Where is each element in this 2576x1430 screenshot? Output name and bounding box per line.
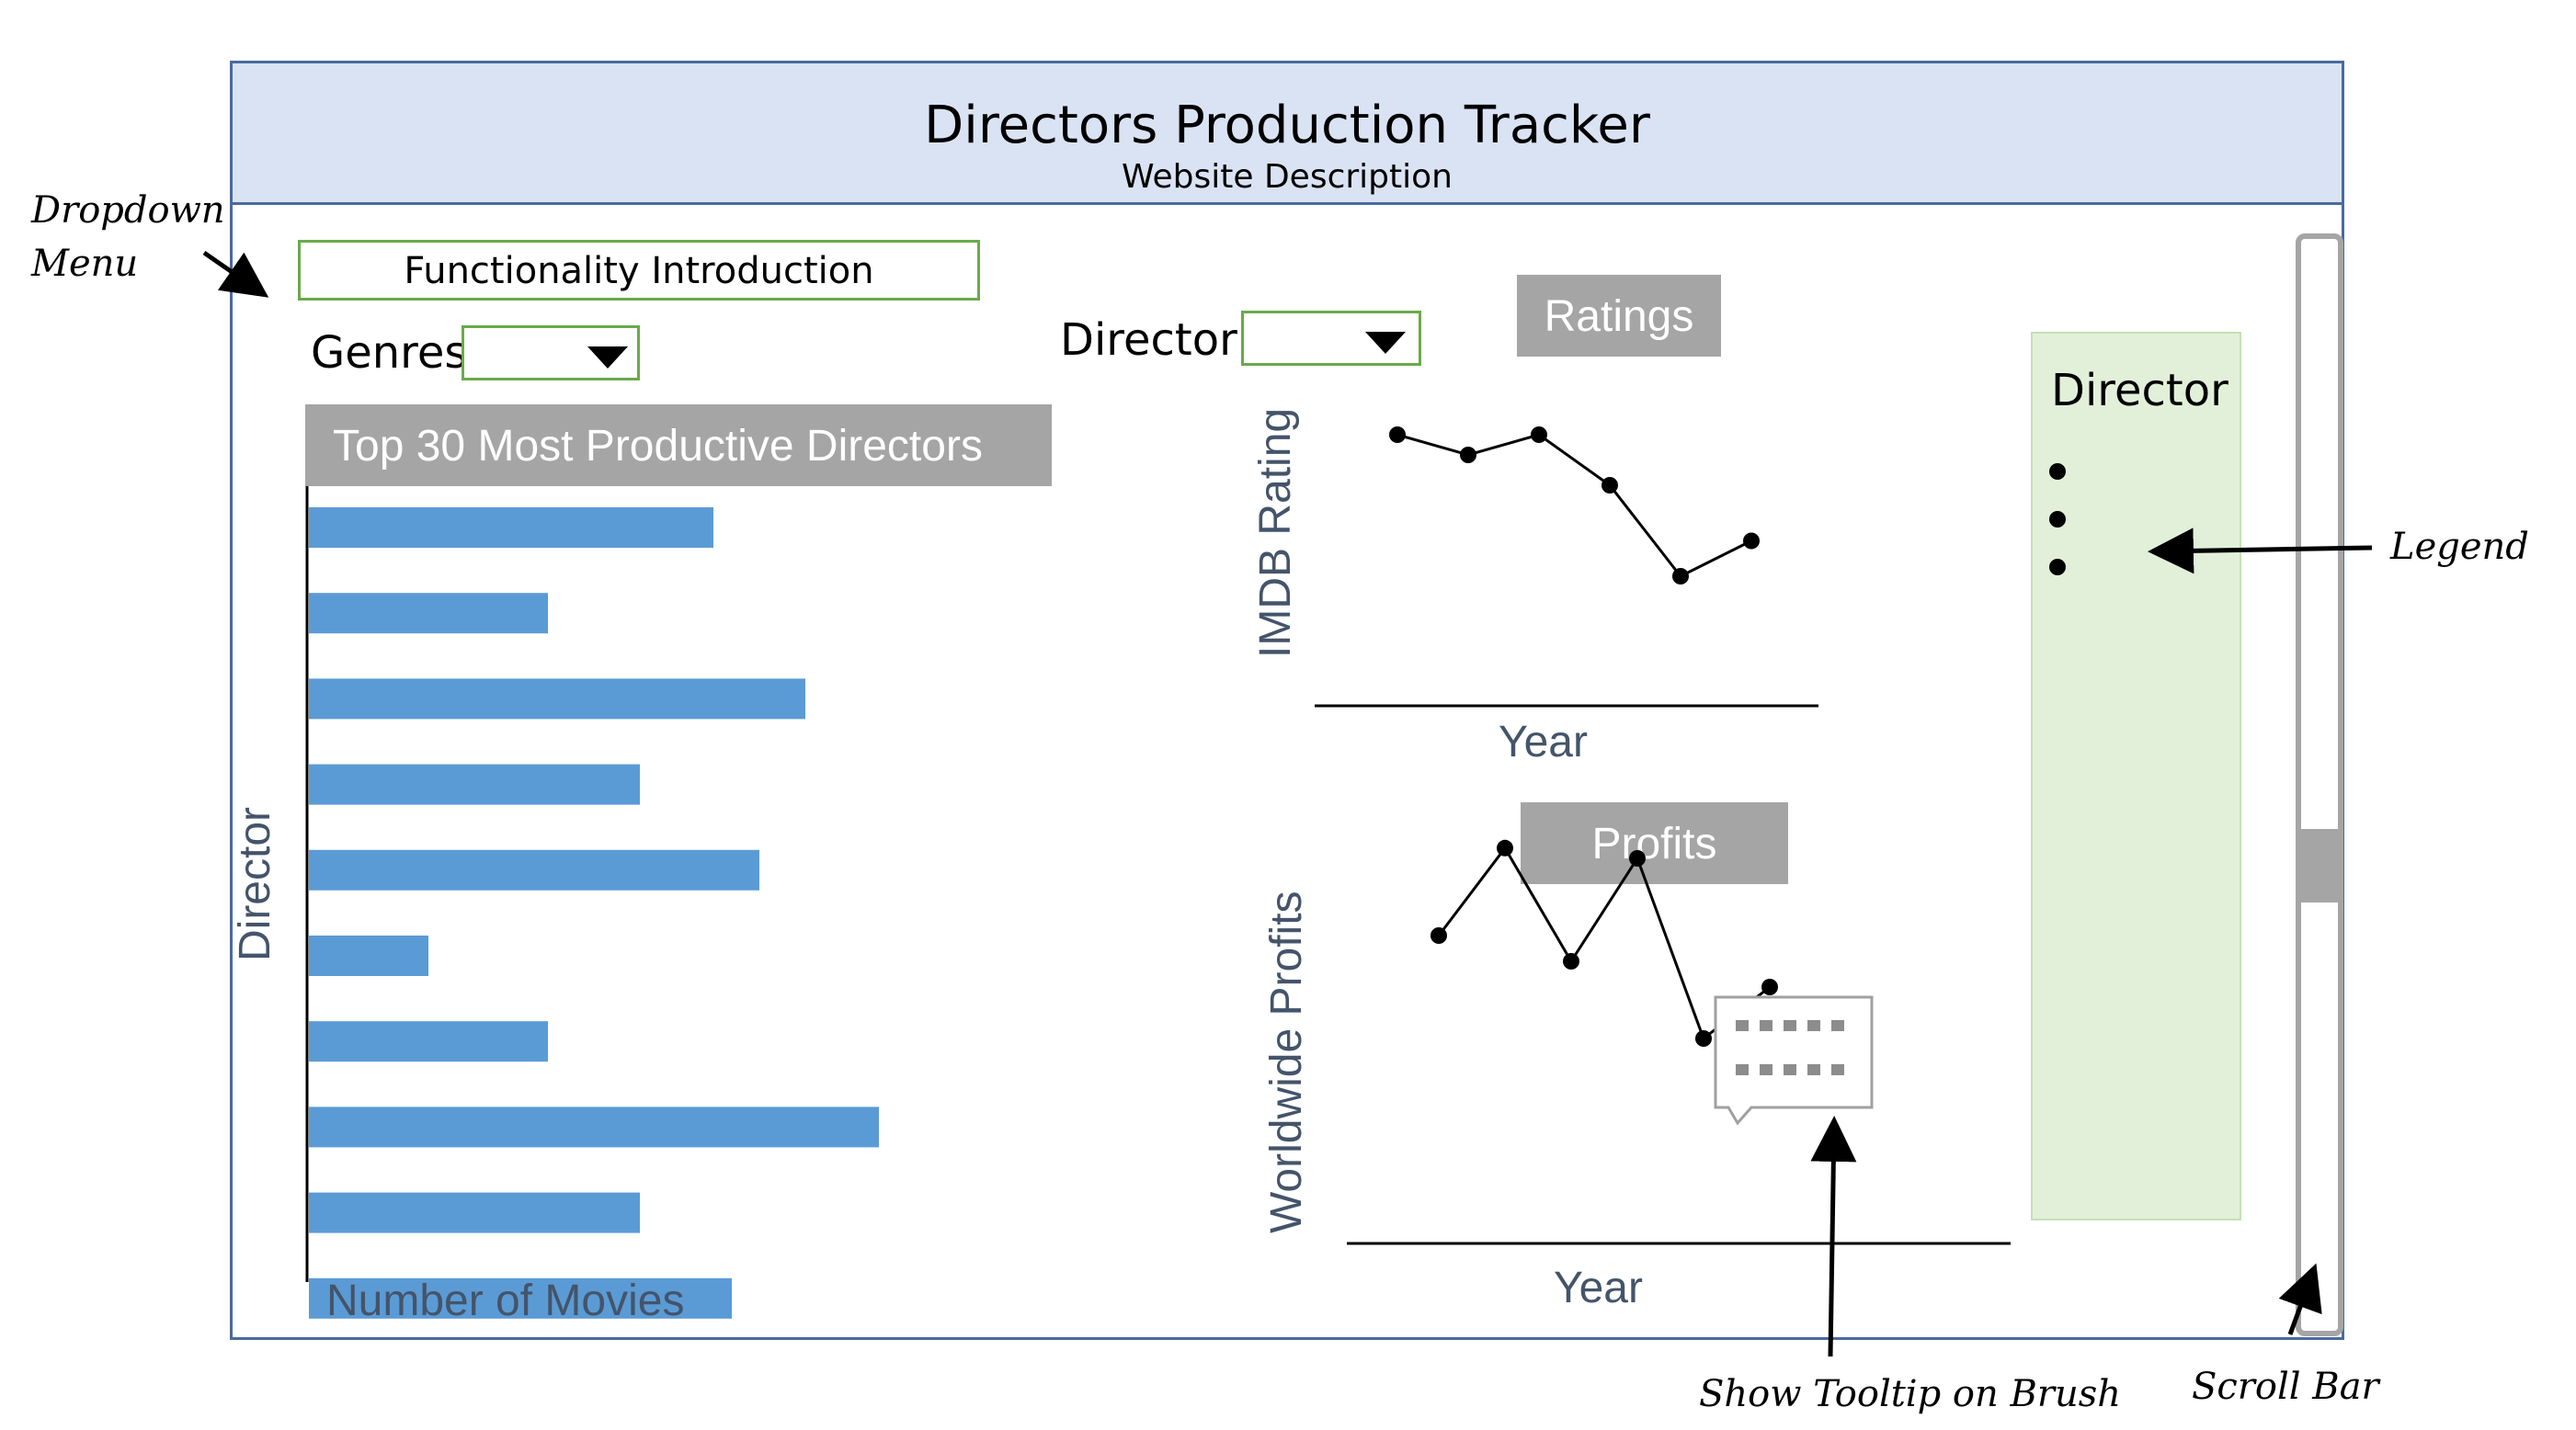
bar-7 [309, 1021, 548, 1062]
dropdown-menu-note-line2: Menu [31, 243, 139, 285]
legend-panel: Director [2031, 332, 2241, 1220]
ratings-point-3 [1531, 426, 1547, 443]
ratings-point-5 [1672, 568, 1689, 584]
chevron-down-icon [1365, 332, 1406, 354]
profits-point-1 [1430, 927, 1447, 944]
tooltip-arrow [1810, 1116, 1857, 1357]
chevron-down-icon [587, 346, 628, 369]
bar-10 [309, 1277, 732, 1319]
genres-label: Genres [311, 327, 468, 379]
legend-arrow [2148, 528, 2373, 574]
ratings-point-6 [1743, 532, 1760, 550]
legend-bullet-2 [2049, 511, 2066, 528]
tooltip-note: Show Tooltip on Brush [1699, 1373, 2122, 1415]
profits-point-3 [1563, 953, 1579, 970]
ratings-title-box: Ratings [1517, 275, 1721, 357]
bar-4 [309, 764, 640, 805]
tooltip-bubble [1714, 995, 1874, 1126]
bar-3 [309, 678, 805, 720]
functionality-intro-button[interactable]: Functionality Introduction [298, 240, 980, 301]
bar-chart-title: Top 30 Most Productive Directors [333, 422, 983, 471]
ratings-point-2 [1460, 447, 1476, 463]
bar-9 [309, 1192, 640, 1233]
bar-6 [309, 936, 428, 976]
bar-chart-xlabel: Number of Movies [326, 1277, 685, 1325]
scrollbar-arrow [2278, 1263, 2322, 1335]
profits-point-6 [1761, 979, 1778, 995]
bar-chart-title-box: Top 30 Most Productive Directors [305, 404, 1052, 486]
functionality-intro-label: Functionality Introduction [404, 250, 874, 292]
tooltip-placeholder-dots [1736, 1020, 1844, 1075]
ratings-title: Ratings [1544, 292, 1694, 341]
profits-point-5 [1695, 1030, 1712, 1047]
ratings-point-4 [1601, 477, 1618, 494]
director-dropdown[interactable] [1241, 311, 1421, 366]
ratings-xlabel: Year [1499, 718, 1588, 766]
profits-title-box: Profits [1521, 802, 1788, 884]
dropdown-menu-note-line1: Dropdown [31, 189, 225, 232]
ratings-line [1396, 433, 1752, 578]
ratings-point-1 [1389, 426, 1406, 443]
page-title: Directors Production Tracker [924, 96, 1650, 155]
scrollbar-track[interactable] [2296, 233, 2343, 1336]
bar-8 [309, 1107, 879, 1148]
scrollbar-thumb[interactable] [2301, 829, 2338, 902]
bar-1 [309, 507, 713, 548]
dropdown-arrow [202, 250, 269, 298]
director-label: Director [1060, 314, 1237, 366]
legend-note: Legend [2390, 526, 2529, 568]
legend-title: Director [2051, 365, 2228, 416]
profits-point-2 [1497, 839, 1513, 857]
profits-point-4 [1629, 850, 1646, 867]
legend-bullet-3 [2049, 559, 2066, 575]
dropdown-menu-note: Dropdown Menu [31, 184, 225, 290]
page-subtitle: Website Description [1122, 158, 1453, 196]
bar-5 [309, 849, 759, 891]
bar-2 [309, 593, 548, 634]
profits-xlabel: Year [1554, 1264, 1643, 1312]
legend-bullet-1 [2049, 463, 2066, 480]
genres-dropdown[interactable] [462, 325, 640, 380]
header-bar [233, 63, 2342, 205]
scrollbar-note: Scroll Bar [2192, 1366, 2379, 1408]
profits-title: Profits [1591, 820, 1717, 868]
